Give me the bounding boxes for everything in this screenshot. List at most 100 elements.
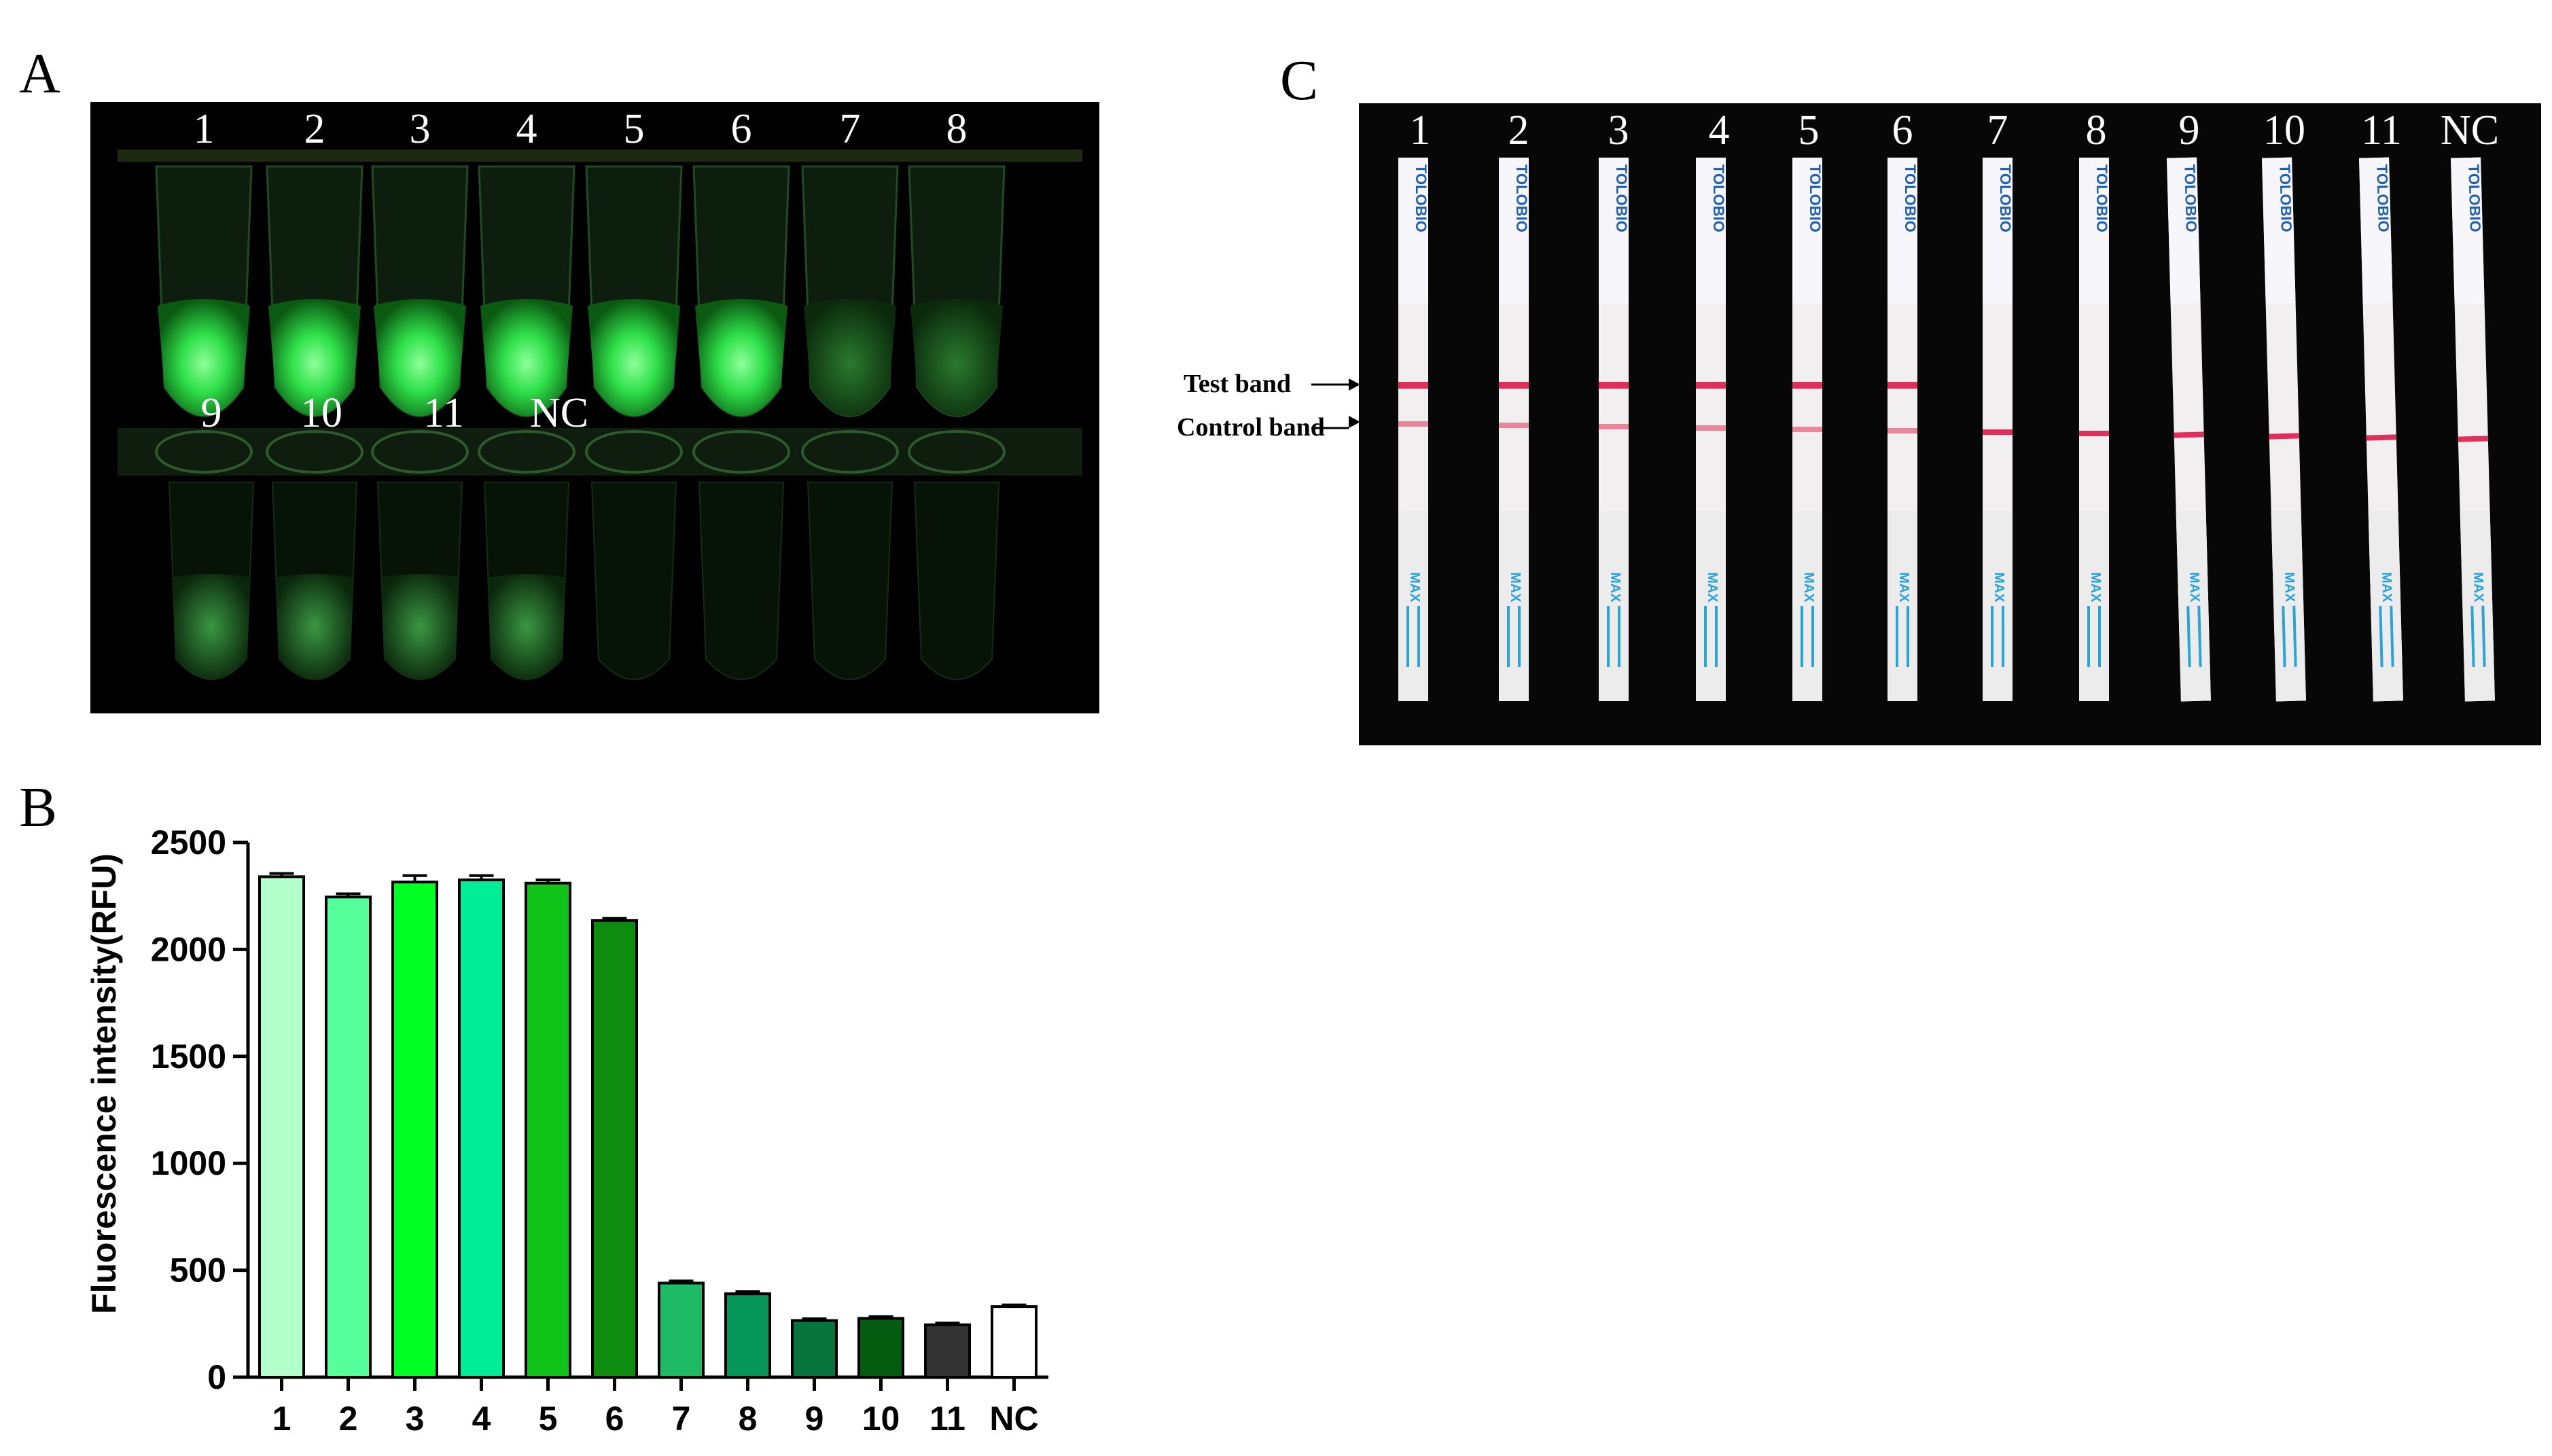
bar-7 <box>658 1281 705 1379</box>
tube-label-top: 7 <box>840 106 861 152</box>
tube-fluorescence <box>695 299 787 416</box>
test-strip: TOLOBIO MAX <box>1983 158 2014 701</box>
strip-max-text: MAX <box>2379 572 2394 603</box>
strip-sample-pad <box>1398 511 1428 701</box>
tube-fluorescence <box>804 299 896 416</box>
y-tick-label: 500 <box>170 1251 226 1290</box>
strip-brand-text: TOLOBIO <box>1997 164 2014 232</box>
strip-sample-pad <box>2176 510 2211 702</box>
strip-control-band <box>1599 424 1629 429</box>
tube-cap <box>371 430 469 474</box>
control-band-label: Control band <box>1177 413 1325 442</box>
strip-sample-pad <box>1888 511 1917 701</box>
panel-c-letter: C <box>1280 49 1319 112</box>
strip-label-area <box>1888 158 1917 304</box>
strip-sample-pad <box>1792 511 1822 701</box>
strip-max-text: MAX <box>1508 572 1523 603</box>
strip-label-area <box>2167 157 2201 304</box>
strip-arrow <box>2282 606 2286 668</box>
tube-body-lower <box>698 482 785 680</box>
bar-1 <box>258 875 305 1379</box>
fluorescence-bar-chart: Fluorescence intensity(RFU) 0 500 1000 1500… <box>0 747 1101 1453</box>
strip-max-text: MAX <box>2088 572 2103 603</box>
tube-label-top: 6 <box>731 106 752 152</box>
strip-label: 6 <box>1892 107 1913 154</box>
x-tick-label: 2 <box>339 1400 358 1438</box>
tube-cap <box>266 430 364 474</box>
bar-6 <box>591 919 638 1379</box>
strip-control-band <box>1792 427 1822 432</box>
tube-label-bottom: NC <box>530 390 588 436</box>
test-strip: TOLOBIO MAX <box>1888 158 1919 701</box>
tube-body-lower <box>590 482 677 680</box>
tube-strip-top <box>118 149 1082 162</box>
strip-control-band <box>1499 423 1529 428</box>
x-tick-label: 9 <box>805 1400 824 1438</box>
bar-5 <box>525 881 571 1379</box>
tube-strip-middle <box>118 428 1082 476</box>
tube-cap <box>585 430 683 474</box>
strip-control-band <box>2079 431 2109 436</box>
tube-fluorescence-lower <box>275 574 354 679</box>
tube-cap <box>908 430 1006 474</box>
tube-label-top: 1 <box>194 106 215 152</box>
strip-control-band <box>2269 433 2299 440</box>
x-tick-label: 8 <box>739 1400 758 1438</box>
strip-label: 8 <box>2086 107 2107 154</box>
strip-max-text: MAX <box>1407 572 1422 603</box>
strip-arrow <box>2186 606 2191 668</box>
strip-label-area <box>1792 158 1822 304</box>
x-tick-label: 1 <box>272 1400 291 1438</box>
strip-sample-pad <box>2271 510 2306 702</box>
x-tick-label: 3 <box>406 1400 425 1438</box>
strip-sample-pad <box>1983 511 2013 701</box>
strip-arrow <box>2292 605 2297 667</box>
strip-brand-text: TOLOBIO <box>2373 164 2392 232</box>
y-axis-label: Fluorescence intensity(RFU) <box>85 853 123 1314</box>
test-strip: TOLOBIO MAX <box>1499 158 1530 701</box>
strip-brand-text: TOLOBIO <box>2181 164 2200 232</box>
tube-fluorescence-lower <box>380 574 459 679</box>
tube-label-top: 4 <box>516 106 537 152</box>
bar-10 <box>857 1317 904 1379</box>
test-strip: TOLOBIO MAX <box>1792 158 1824 701</box>
tube-fluorescence-photo: 1 2 3 4 5 6 7 8 9 10 11 NC <box>90 102 1099 713</box>
strip-label-area <box>2451 157 2485 304</box>
strip-brand-text: TOLOBIO <box>1613 164 1630 232</box>
test-strip: TOLOBIO MAX <box>2451 157 2495 702</box>
strip-label-area <box>2262 157 2296 304</box>
y-tick-label: 2000 <box>151 930 226 968</box>
test-strip: TOLOBIO MAX <box>1398 158 1430 701</box>
test-strip: TOLOBIO MAX <box>1696 158 1727 701</box>
strip-arrow <box>2379 606 2383 668</box>
strip-label: 10 <box>2263 107 2305 154</box>
strip-test-band <box>1888 382 1917 389</box>
strip-test-band <box>1499 382 1529 389</box>
strip-arrow <box>2481 605 2486 667</box>
strip-label-area <box>1398 158 1428 304</box>
test-strip: TOLOBIO MAX <box>1599 158 1630 701</box>
strip-arrow <box>2197 605 2202 667</box>
bar-9 <box>791 1319 838 1379</box>
strip-label: 11 <box>2361 107 2402 154</box>
strip-control-band <box>2174 431 2204 438</box>
strip-label-area <box>1983 158 2013 304</box>
x-tick-label: 7 <box>672 1400 691 1438</box>
strip-sample-pad <box>2460 510 2495 702</box>
strip-arrow <box>2470 606 2475 668</box>
y-tick-label: 1500 <box>151 1037 226 1076</box>
strip-arrow <box>2390 605 2394 667</box>
strip-brand-text: TOLOBIO <box>2093 164 2110 232</box>
tube-label-bottom: 10 <box>300 390 342 436</box>
strip-brand-text: TOLOBIO <box>1513 164 1530 232</box>
tube-fluorescence-lower <box>487 574 566 679</box>
strip-max-text: MAX <box>1608 572 1623 603</box>
band-arrows <box>1311 378 1360 429</box>
strip-test-band <box>1398 382 1428 389</box>
strip-label: 9 <box>2179 107 2200 154</box>
tube-fluorescence-lower <box>172 574 251 679</box>
strip-label-area <box>1499 158 1529 304</box>
test-strip: TOLOBIO MAX <box>2262 157 2306 702</box>
tube-label-top: 2 <box>304 106 325 152</box>
tube-label-bottom: 11 <box>423 390 464 436</box>
